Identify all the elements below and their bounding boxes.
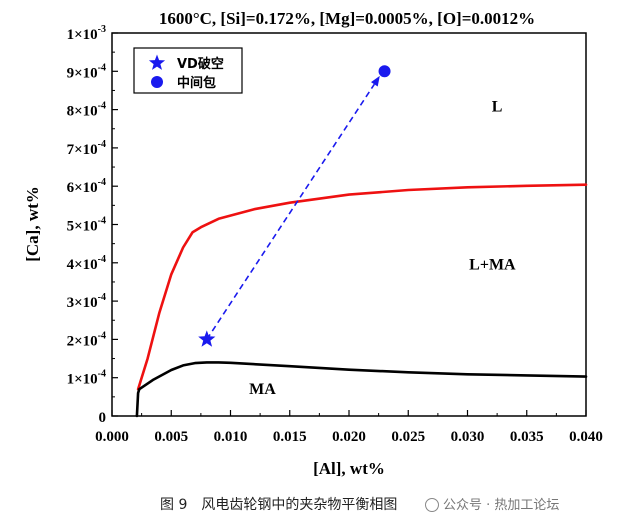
watermark-text: 公众号 · 热加工论坛 — [443, 498, 560, 513]
y-tick-label: 1×10-4 — [67, 369, 106, 388]
x-tick-label: 0.000 — [95, 429, 129, 445]
y-tick-label: 3×10-4 — [67, 292, 106, 311]
figure-caption: 图 9 风电齿轮钢中的夹杂物平衡相图 — [160, 497, 398, 513]
liquid-boundary-curve — [136, 183, 588, 391]
watermark: 公众号 · 热加工论坛 — [425, 494, 559, 513]
x-tick-label: 0.005 — [154, 429, 188, 445]
y-tick-label: 4×10-4 — [67, 254, 106, 273]
trajectory-arrow — [206, 75, 380, 340]
y-tick-label: 5×10-4 — [67, 216, 106, 235]
circle-marker-point — [378, 65, 391, 78]
y-tick-label: 0 — [99, 410, 107, 426]
x-tick-label: 0.040 — [569, 429, 603, 445]
x-tick-label: 0.020 — [332, 429, 366, 445]
y-tick-label: 6×10-4 — [67, 177, 106, 196]
legend-label: 中间包 — [177, 75, 216, 91]
region-label: L — [492, 99, 503, 116]
arrow-head — [371, 75, 380, 87]
data-points — [198, 65, 391, 347]
arrow-line — [206, 83, 375, 340]
legend-label: VD破空 — [177, 56, 224, 72]
figure-caption-bar: 图 9 风电齿轮钢中的夹杂物平衡相图 公众号 · 热加工论坛 — [0, 494, 622, 516]
y-axis: 0 1×10-4 2×10-4 3×10-4 4×10-4 5×10-4 6×10-4 7×1… — [67, 24, 118, 426]
phase-diagram-chart: 1600°C, [Si]=0.172%, [Mg]=0.0005%, [O]=0… — [23, 9, 603, 478]
legend-box — [133, 47, 243, 94]
region-label: MA — [249, 381, 276, 398]
y-tick-label: 8×10-4 — [67, 101, 106, 120]
x-axis: 0.000 0.005 0.010 0.015 0.020 0.025 0.030 0.035… — [95, 410, 603, 445]
legend-circle-icon — [151, 76, 163, 88]
star-marker-point — [198, 330, 216, 347]
ma-boundary-curve — [135, 361, 588, 418]
phase-boundaries — [135, 183, 588, 418]
y-tick-label: 9×10-4 — [67, 62, 106, 81]
x-tick-label: 0.030 — [451, 429, 485, 445]
region-labels: L L+MA MA — [249, 99, 516, 398]
y-axis-label: [Ca], wt% — [23, 186, 42, 262]
wechat-icon — [425, 498, 439, 512]
y-tick-label: 2×10-4 — [67, 330, 106, 349]
x-tick-label: 0.035 — [510, 429, 544, 445]
x-tick-label: 0.015 — [273, 429, 307, 445]
x-tick-label: 0.025 — [391, 429, 425, 445]
x-tick-label: 0.010 — [214, 429, 248, 445]
y-tick-label: 7×10-4 — [67, 139, 106, 158]
chart-title: 1600°C, [Si]=0.172%, [Mg]=0.0005%, [O]=0… — [159, 9, 535, 28]
region-label: L+MA — [469, 256, 516, 273]
x-axis-label: [Al], wt% — [313, 459, 385, 478]
y-tick-label: 1×10-3 — [67, 24, 106, 43]
legend-star-icon — [148, 54, 166, 70]
